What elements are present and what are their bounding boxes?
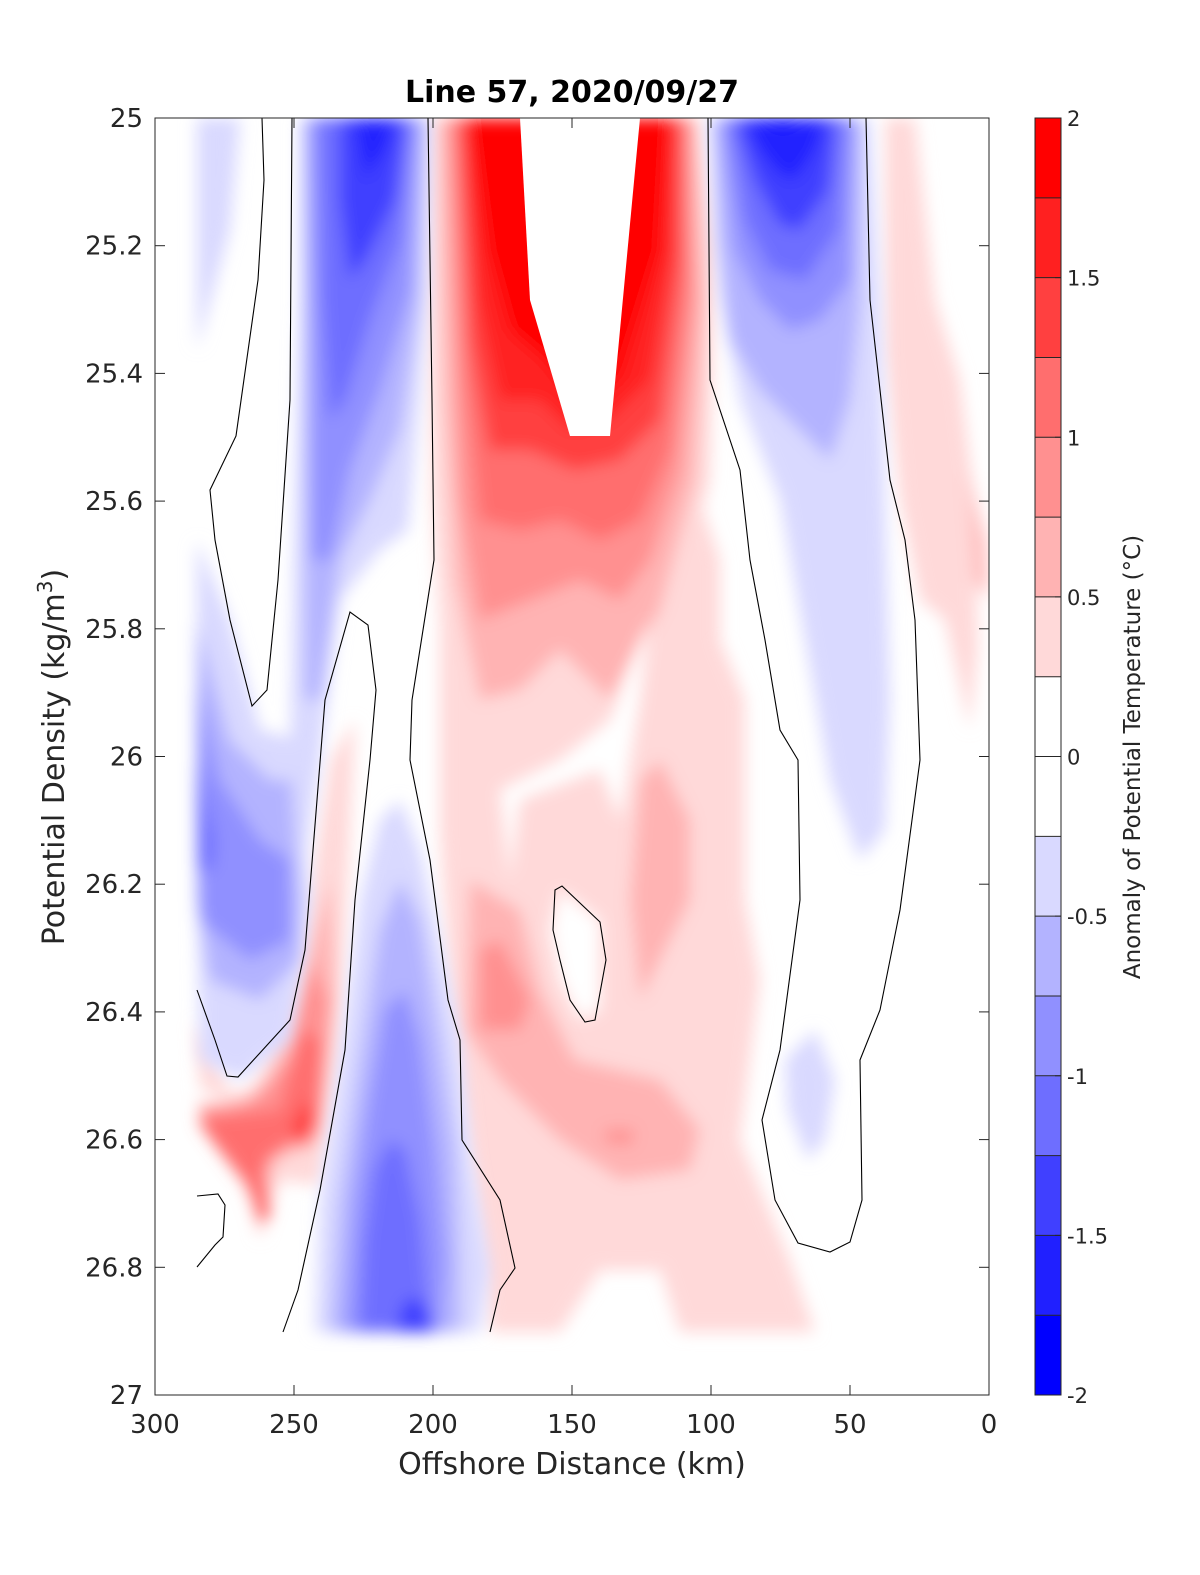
y-tick-label: 26.6 — [85, 1126, 143, 1156]
y-tick-label: 25 — [110, 104, 143, 134]
contour-line — [707, 118, 921, 1253]
colorbar-swatch — [1035, 437, 1061, 518]
colorbar-label: Anomaly of Potential Temperature (°C) — [1120, 535, 1146, 979]
y-axis: 25 25.2 25.4 25.6 25.8 26 26.2 26.4 26.6 26.8 27 — [85, 104, 989, 1411]
colorbar-swatch — [1035, 756, 1061, 837]
colorbar-swatch — [1035, 916, 1061, 997]
y-axis-label: Potential Density (kg/m3) — [33, 569, 72, 945]
colorbar-tick-label: 0 — [1067, 746, 1080, 770]
colorbar-swatch — [1035, 517, 1061, 598]
colorbar-tick-label: -1 — [1067, 1065, 1088, 1089]
colorbar-swatch — [1035, 118, 1061, 199]
colorbar-swatch — [1035, 995, 1061, 1077]
x-axis: 300 250 200 150 100 50 0 — [130, 118, 997, 1440]
colorbar-swatch — [1035, 676, 1061, 757]
y-tick-label: 26 — [110, 743, 143, 773]
x-tick-label: 100 — [686, 1410, 736, 1440]
chart-title: Line 57, 2020/09/27 — [405, 75, 739, 110]
x-tick-label: 250 — [269, 1410, 319, 1440]
cold-anomaly-region — [197, 118, 890, 1332]
y-tick-label: 25.6 — [85, 487, 143, 517]
zero-contours — [196, 118, 921, 1333]
colorbar: 2 1.5 1 0.5 0 -0.5 -1 -1.5 -2 — [1034, 107, 1108, 1408]
x-tick-label: 150 — [547, 1410, 597, 1440]
y-tick-label: 27 — [110, 1381, 143, 1411]
colorbar-swatch — [1035, 836, 1061, 917]
colorbar-swatch — [1035, 596, 1061, 678]
colorbar-swatch — [1035, 357, 1061, 438]
colorbar-tick-label: 1.5 — [1067, 267, 1100, 291]
colorbar-swatch — [1035, 1075, 1061, 1157]
y-tick-label: 26.4 — [85, 998, 143, 1028]
y-tick-label: 25.2 — [85, 232, 143, 262]
y-tick-label: 26.8 — [85, 1253, 143, 1283]
contour-field — [195, 118, 988, 1333]
colorbar-tick-label: -1.5 — [1067, 1224, 1108, 1248]
x-tick-label: 0 — [981, 1410, 998, 1440]
colorbar-swatch — [1035, 197, 1061, 279]
contour-line — [552, 885, 607, 1023]
colorbar-tick-label: -0.5 — [1067, 905, 1108, 929]
zero-band — [500, 118, 650, 1020]
y-tick-label: 25.4 — [85, 359, 143, 389]
contour-line — [409, 118, 516, 1333]
y-tick-label: 26.2 — [85, 870, 143, 900]
colorbar-tick-label: 2 — [1067, 107, 1080, 131]
colorbar-tick-label: 0.5 — [1067, 586, 1100, 610]
contour-line — [209, 118, 293, 708]
x-axis-label: Offshore Distance (km) — [398, 1447, 746, 1482]
colorbar-tick-label: -2 — [1067, 1384, 1088, 1408]
colorbar-tick-label: 1 — [1067, 426, 1080, 450]
y-tick-label: 25.8 — [85, 615, 143, 645]
x-tick-label: 200 — [408, 1410, 458, 1440]
contour-line — [196, 1193, 226, 1268]
x-tick-label: 300 — [130, 1410, 180, 1440]
colorbar-swatch — [1035, 1235, 1061, 1316]
contour-line — [196, 611, 377, 1333]
colorbar-swatch — [1035, 1315, 1061, 1396]
colorbar-swatch — [1035, 277, 1061, 358]
x-tick-label: 50 — [833, 1410, 866, 1440]
colorbar-swatch — [1035, 1155, 1061, 1236]
